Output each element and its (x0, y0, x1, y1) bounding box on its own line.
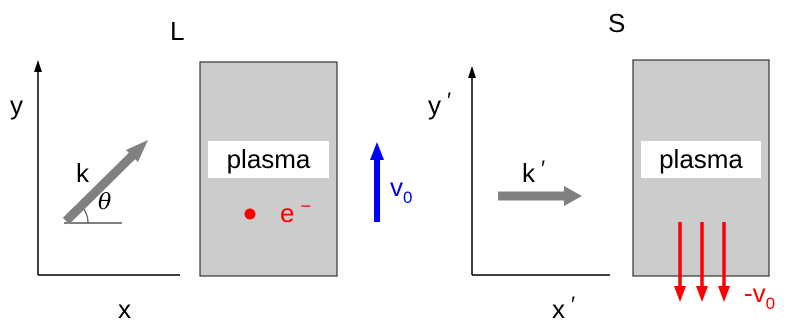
flow-arrow-1-head (674, 286, 686, 302)
k-arrowhead (126, 140, 148, 162)
rest-plasma-label: plasma (659, 144, 743, 174)
electron-label: e − (280, 196, 311, 228)
lab-y-axis-label: y (10, 90, 23, 120)
lab-plasma-slab: plasma e − (199, 61, 338, 277)
theta-arc (82, 207, 89, 224)
lab-k-label: k (76, 158, 90, 188)
rest-y-axis-arrowhead (468, 66, 476, 78)
lab-wave-vector: k θ (62, 140, 148, 225)
lab-x-axis-label: x (118, 294, 131, 324)
rest-k-label: k ′ (522, 156, 545, 188)
flow-arrow-2-head (696, 286, 708, 302)
v0-label: v0 (390, 172, 412, 207)
lab-frame-title: L (170, 16, 184, 46)
lab-plasma-label-box (208, 141, 329, 178)
rest-y-axis-label: y ′ (428, 88, 451, 120)
k-prime-arrowhead (564, 186, 582, 206)
v0-arrowhead (370, 142, 384, 160)
lab-axes: y x (10, 60, 180, 324)
electron-dot (244, 208, 256, 220)
theta-label: θ (98, 190, 111, 215)
flow-velocity-label: -v0 (744, 278, 775, 313)
k-arrow-shaft (62, 148, 140, 225)
rest-flow-velocity: -v0 (674, 222, 775, 313)
rest-frame-title: S (608, 8, 625, 38)
rest-axes: y ′ x ′ (428, 66, 610, 324)
lab-frame: L y x k θ plasma e − (10, 16, 412, 324)
lab-velocity: v0 (370, 142, 412, 222)
rest-wave-vector: k ′ (498, 156, 582, 206)
rest-plasma-label-box (641, 141, 761, 178)
lab-y-axis-arrowhead (34, 60, 42, 72)
rest-x-axis-label: x ′ (552, 292, 575, 324)
flow-arrow-3-head (718, 286, 730, 302)
lab-plasma-label: plasma (227, 144, 311, 174)
rest-frame: S y ′ x ′ k ′ plasma -v (428, 8, 775, 324)
